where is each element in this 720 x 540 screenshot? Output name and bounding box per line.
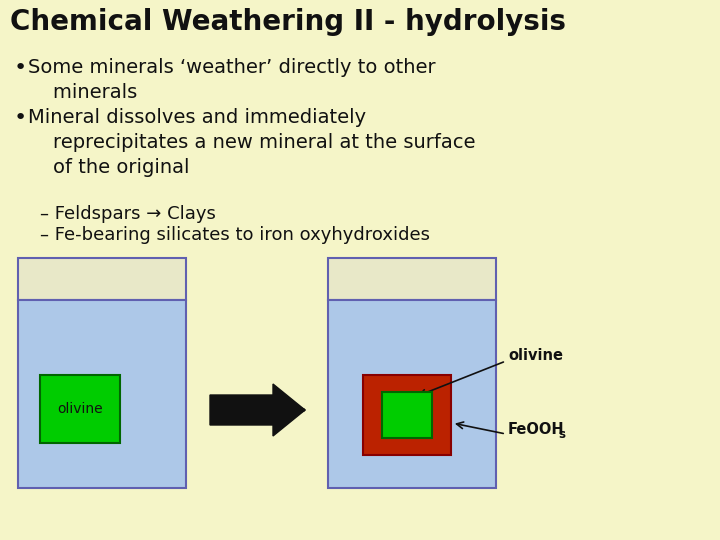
Text: olivine: olivine bbox=[508, 348, 563, 362]
Bar bbox=[40, 375, 120, 443]
Text: – Fe-bearing silicates to iron oxyhydroxides: – Fe-bearing silicates to iron oxyhydrox… bbox=[40, 226, 430, 244]
Text: Some minerals ‘weather’ directly to other
    minerals: Some minerals ‘weather’ directly to othe… bbox=[28, 58, 436, 102]
Bar bbox=[18, 258, 186, 300]
Text: olivine: olivine bbox=[57, 402, 103, 416]
Bar bbox=[18, 300, 186, 488]
Text: FeOOH: FeOOH bbox=[508, 422, 564, 437]
FancyArrow shape bbox=[210, 384, 305, 436]
Text: •: • bbox=[14, 58, 27, 78]
Bar bbox=[328, 258, 496, 300]
Text: – Feldspars → Clays: – Feldspars → Clays bbox=[40, 205, 216, 223]
Text: s: s bbox=[558, 429, 565, 442]
Bar bbox=[382, 392, 432, 438]
Bar bbox=[363, 375, 451, 455]
Text: •: • bbox=[14, 108, 27, 128]
Text: Mineral dissolves and immediately
    reprecipitates a new mineral at the surfac: Mineral dissolves and immediately reprec… bbox=[28, 108, 475, 177]
Bar bbox=[328, 300, 496, 488]
Text: Chemical Weathering II - hydrolysis: Chemical Weathering II - hydrolysis bbox=[10, 8, 566, 36]
